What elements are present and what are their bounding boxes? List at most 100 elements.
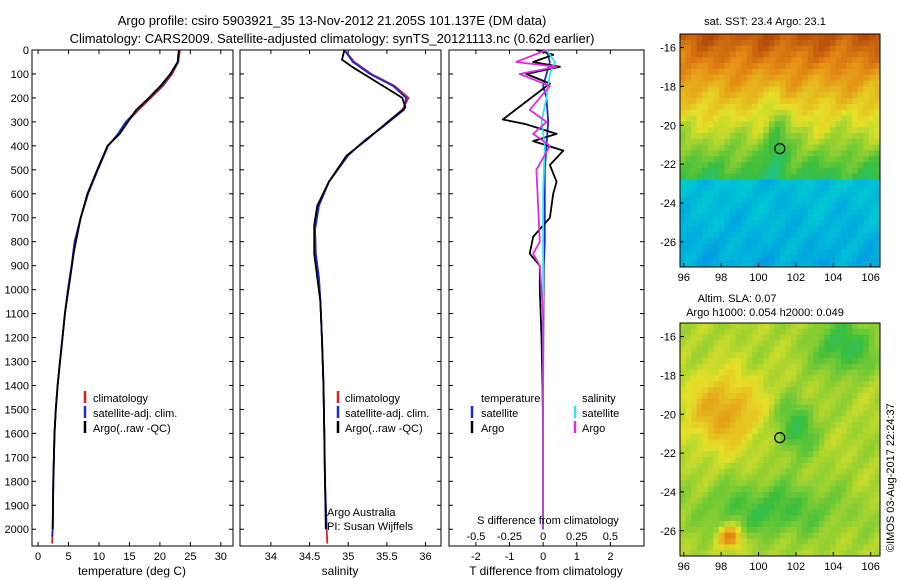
map-cell — [863, 115, 870, 122]
map-cell — [718, 427, 725, 435]
map-cell — [796, 191, 803, 198]
map-cell — [713, 121, 720, 128]
map-cell — [718, 162, 725, 169]
map-cell — [874, 515, 881, 522]
map-cell — [780, 334, 786, 341]
map-cell — [796, 532, 803, 539]
map-cell — [863, 162, 870, 169]
map-cell — [730, 133, 736, 140]
map-cell — [774, 80, 781, 87]
map-cell — [713, 249, 720, 256]
map-cell — [774, 191, 781, 198]
map-cell — [685, 249, 692, 256]
map-cell — [868, 398, 875, 405]
map-cell — [852, 521, 859, 528]
y-tick-label: 500 — [11, 165, 29, 177]
map-cell — [768, 74, 775, 82]
map-cell — [785, 486, 792, 493]
map-cell — [874, 532, 881, 539]
map-cell — [818, 538, 825, 545]
map-cell — [830, 439, 836, 446]
map-cell — [752, 462, 759, 470]
map-cell — [852, 486, 859, 493]
map-cell — [807, 340, 814, 347]
map-cell — [852, 144, 859, 151]
map-cell — [741, 480, 748, 487]
map-cell — [763, 39, 770, 47]
map-cell — [796, 526, 803, 534]
map-cell — [791, 416, 798, 423]
sla-map-title-line1: Altim. SLA: 0.07 — [698, 293, 777, 305]
map-cell — [768, 363, 775, 370]
map-cell — [757, 133, 764, 140]
map-cell — [696, 416, 703, 423]
map-cell — [730, 34, 736, 41]
map-cell — [680, 121, 686, 128]
map-cell — [730, 497, 736, 504]
map-cell — [685, 57, 692, 64]
map-cell — [807, 63, 814, 70]
map-cell — [680, 381, 686, 388]
map-cell — [757, 68, 764, 76]
map-cell — [685, 509, 692, 516]
map-cell — [780, 103, 786, 111]
map-cell — [735, 486, 742, 493]
y-tick-label: 800 — [11, 237, 29, 249]
map-cell — [707, 538, 714, 545]
map-cell — [724, 208, 731, 215]
map-cell — [713, 515, 720, 522]
map-cell — [718, 491, 725, 499]
map-cell — [691, 323, 698, 330]
map-cell — [818, 208, 825, 215]
map-cell — [702, 115, 709, 122]
x-tick-label: 35 — [342, 551, 354, 563]
map-cell — [724, 497, 731, 504]
map-x-tick-label: 100 — [749, 561, 767, 573]
map-cell — [774, 474, 781, 481]
map-cell — [868, 439, 875, 446]
map-cell — [802, 243, 809, 250]
map-cell — [824, 156, 831, 163]
map-cell — [791, 34, 798, 41]
map-cell — [718, 86, 725, 93]
map-cell — [818, 197, 825, 204]
map-cell — [785, 497, 792, 504]
map-cell — [796, 103, 803, 111]
map-cell — [863, 185, 870, 192]
map-cell — [735, 167, 742, 175]
map-cell — [835, 468, 842, 475]
map-cell — [835, 497, 842, 504]
map-cell — [841, 451, 848, 458]
map-cell — [791, 334, 798, 341]
map-cell — [730, 439, 736, 446]
map-cell — [857, 68, 864, 76]
map-cell — [791, 375, 798, 382]
map-cell — [835, 74, 842, 82]
map-cell — [741, 503, 748, 510]
map-cell — [802, 173, 809, 181]
map-cell — [707, 243, 714, 250]
map-cell — [791, 526, 798, 534]
map-cell — [702, 334, 709, 341]
map-cell — [685, 328, 692, 336]
map-cell — [846, 387, 853, 394]
map-cell — [863, 433, 870, 440]
map-cell — [868, 497, 875, 504]
map-cell — [718, 357, 725, 365]
y-tick-label: 0 — [23, 45, 29, 57]
map-cell — [696, 544, 703, 551]
map-cell — [802, 497, 809, 504]
map-cell — [841, 369, 848, 376]
map-cell — [846, 92, 853, 99]
map-cell — [685, 214, 692, 221]
map-cell — [685, 497, 692, 504]
map-cell — [785, 127, 792, 134]
map-cell — [824, 503, 831, 510]
map-cell — [752, 232, 759, 239]
map-cell — [807, 480, 814, 487]
sst-map-title: sat. SST: 23.4 Argo: 23.1 — [704, 16, 826, 28]
map-cell — [824, 410, 831, 417]
map-cell — [702, 249, 709, 256]
map-cell — [718, 127, 725, 134]
map-cell — [796, 445, 803, 452]
